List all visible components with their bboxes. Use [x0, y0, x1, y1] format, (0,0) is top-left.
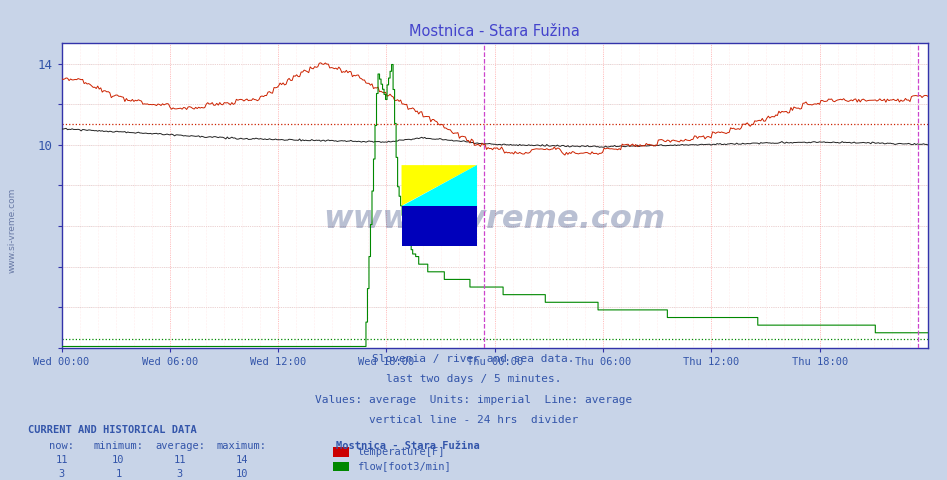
- Text: 1: 1: [116, 469, 121, 480]
- Text: 11: 11: [173, 455, 187, 465]
- Text: maximum:: maximum:: [217, 441, 266, 451]
- Text: average:: average:: [155, 441, 205, 451]
- Polygon shape: [402, 165, 477, 206]
- Text: 3: 3: [59, 469, 64, 480]
- Text: now:: now:: [49, 441, 74, 451]
- Text: Slovenia / river and sea data.: Slovenia / river and sea data.: [372, 354, 575, 364]
- Text: vertical line - 24 hrs  divider: vertical line - 24 hrs divider: [369, 415, 578, 425]
- Text: minimum:: minimum:: [94, 441, 143, 451]
- Text: Mostnica - Stara Fužina: Mostnica - Stara Fužina: [336, 441, 480, 451]
- Text: CURRENT AND HISTORICAL DATA: CURRENT AND HISTORICAL DATA: [28, 425, 197, 435]
- Text: Values: average  Units: imperial  Line: average: Values: average Units: imperial Line: av…: [314, 395, 633, 405]
- Text: flow[foot3/min]: flow[foot3/min]: [357, 462, 451, 471]
- Text: 10: 10: [235, 469, 248, 480]
- Title: Mostnica - Stara Fužina: Mostnica - Stara Fužina: [409, 24, 581, 39]
- Text: 3: 3: [177, 469, 183, 480]
- Text: www.si-vreme.com: www.si-vreme.com: [8, 188, 17, 273]
- Text: 10: 10: [112, 455, 125, 465]
- Text: www.si-vreme.com: www.si-vreme.com: [324, 204, 666, 236]
- Polygon shape: [402, 206, 477, 246]
- Text: 14: 14: [235, 455, 248, 465]
- Text: last two days / 5 minutes.: last two days / 5 minutes.: [385, 374, 562, 384]
- Text: 11: 11: [55, 455, 68, 465]
- Polygon shape: [402, 165, 477, 206]
- Text: temperature[F]: temperature[F]: [357, 447, 444, 457]
